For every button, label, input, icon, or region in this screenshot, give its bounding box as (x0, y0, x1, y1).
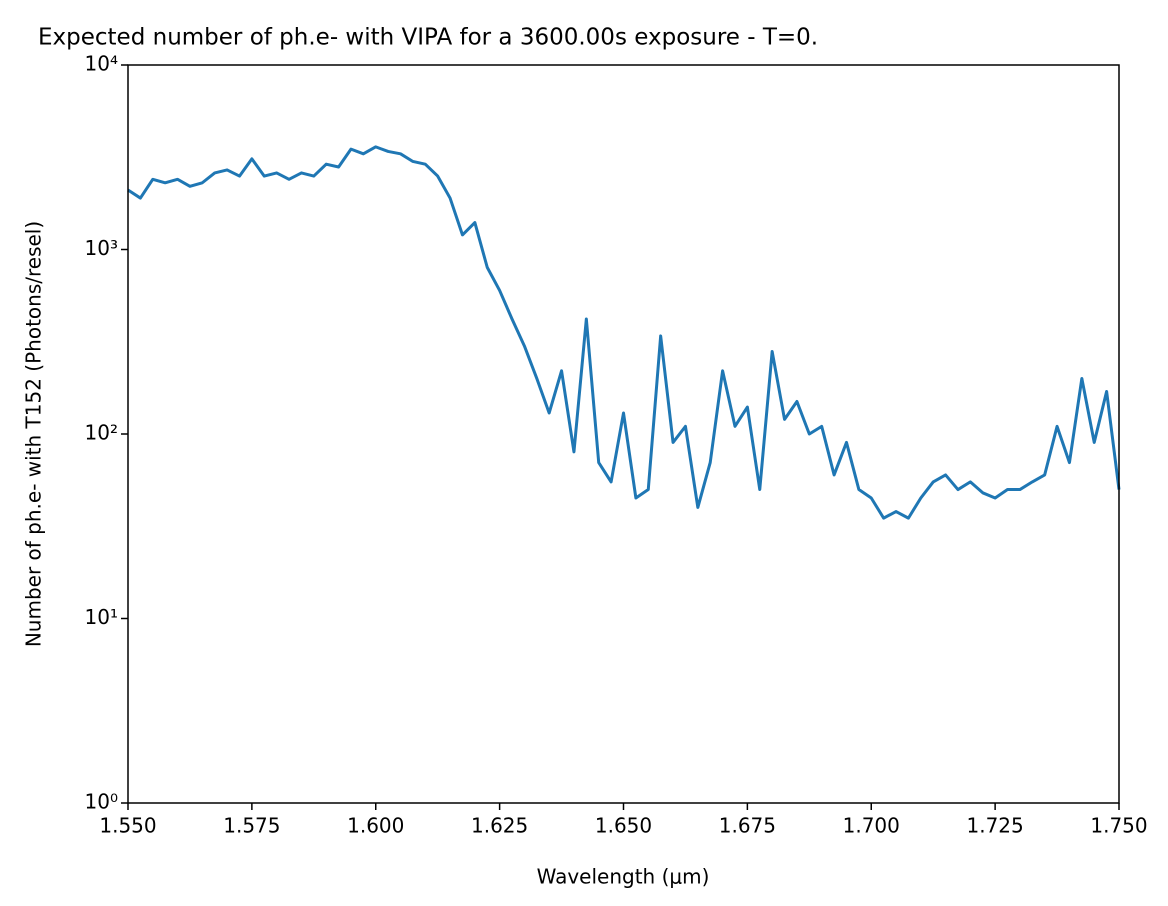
x-tick-label: 1.575 (223, 814, 280, 838)
x-tick-label: 1.700 (843, 814, 900, 838)
x-tick-label: 1.625 (471, 814, 528, 838)
y-axis-label: Number of ph.e- with T152 (Photons/resel… (22, 221, 46, 647)
x-tick-label: 1.550 (99, 814, 156, 838)
x-axis-label: Wavelength (μm) (537, 865, 710, 889)
data-line (127, 145, 1121, 520)
x-tick-label: 1.600 (347, 814, 404, 838)
x-tick-label: 1.750 (1090, 814, 1147, 838)
y-tick-label: 10⁰ (85, 790, 118, 814)
y-tick-label: 10³ (85, 236, 118, 260)
x-tick-label: 1.675 (719, 814, 776, 838)
chart-title: Expected number of ph.e- with VIPA for a… (38, 25, 818, 51)
x-tick-label: 1.650 (595, 814, 652, 838)
y-tick-label: 10¹ (85, 605, 118, 629)
plot-frame (127, 64, 1120, 804)
y-tick-label: 10⁴ (85, 52, 118, 76)
y-tick-label: 10² (85, 421, 118, 445)
x-tick-label: 1.725 (966, 814, 1023, 838)
